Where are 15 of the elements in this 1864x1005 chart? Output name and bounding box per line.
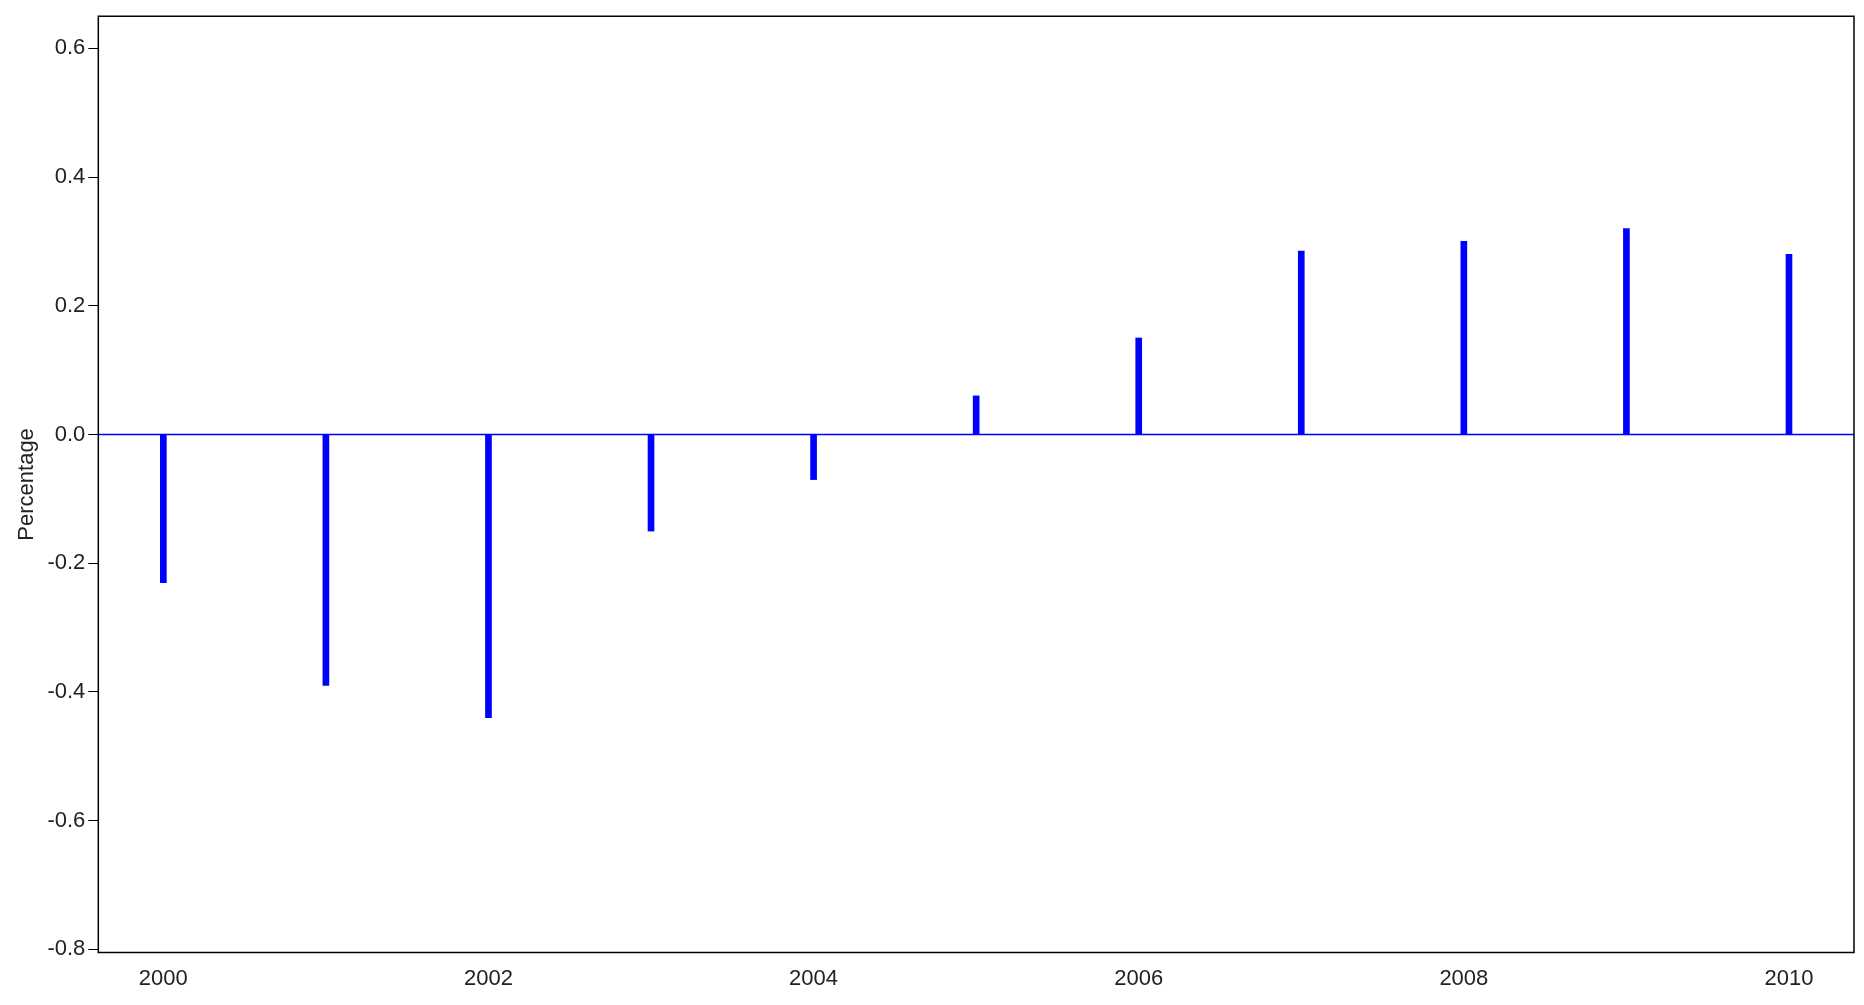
x-tick-label: 2004 (789, 964, 839, 990)
y-tick-label: -0.6 (47, 806, 86, 832)
x-tick-label: 2000 (138, 964, 188, 990)
y-tick-label: -0.4 (47, 678, 86, 704)
y-tick-label: -0.2 (47, 549, 86, 575)
y-tick-label: 0.2 (54, 291, 86, 317)
x-tick-label: 2006 (1114, 964, 1164, 990)
y-tick-label: -0.8 (47, 935, 86, 961)
y-tick-label: 0.6 (54, 34, 86, 60)
x-tick-label: 2008 (1439, 964, 1489, 990)
y-tick-label: 0.4 (54, 163, 86, 189)
x-tick-label: 2002 (463, 964, 513, 990)
y-tick-label: 0.0 (54, 420, 86, 446)
x-tick-label: 2010 (1764, 964, 1814, 990)
y-axis-title: Percentage (13, 428, 39, 541)
